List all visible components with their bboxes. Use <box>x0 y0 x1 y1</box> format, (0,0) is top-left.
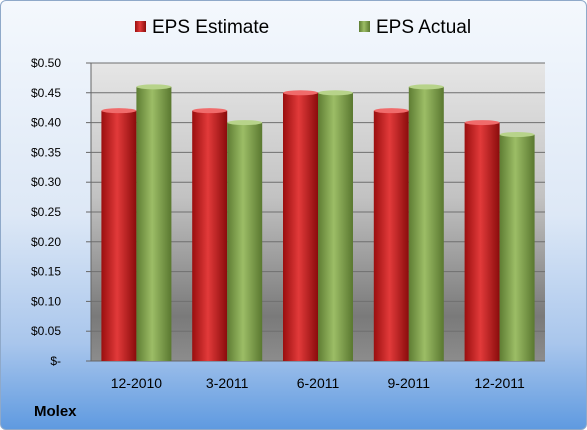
y-tick-label: $0.05 <box>31 324 61 338</box>
bar-cap <box>373 108 409 114</box>
company-name: Molex <box>34 403 77 420</box>
bar-cap <box>408 84 444 90</box>
legend-swatch <box>359 21 370 32</box>
x-tick-label: 12-2010 <box>111 375 163 391</box>
legend-label: EPS Actual <box>376 17 471 38</box>
bar-actual <box>318 92 353 362</box>
bar-estimate <box>192 110 228 362</box>
bar-estimate <box>283 92 318 362</box>
y-tick-label: $0.50 <box>31 56 61 70</box>
bar-actual <box>227 122 263 361</box>
y-tick-label: $0.10 <box>31 294 61 308</box>
y-tick-label: $0.25 <box>31 205 61 219</box>
bar-estimate <box>373 110 409 362</box>
bar-cap <box>136 84 172 90</box>
y-tick-label: $0.45 <box>31 86 61 100</box>
y-tick-label: $0.15 <box>31 265 61 279</box>
y-tick-label: $0.40 <box>31 116 61 130</box>
bar-cap <box>192 108 228 114</box>
y-tick-label: $0.20 <box>31 235 61 249</box>
bar-actual <box>136 86 172 361</box>
x-tick-label: 6-2011 <box>297 375 340 391</box>
x-tick-label: 12-2011 <box>474 375 525 391</box>
x-tick-label: 9-2011 <box>388 375 431 391</box>
legend-swatch <box>135 21 146 32</box>
y-tick-label: $0.30 <box>31 175 61 189</box>
bar-cap <box>101 108 137 114</box>
bar-actual <box>499 134 535 361</box>
bar-cap <box>318 90 353 96</box>
bar-actual <box>408 86 444 361</box>
legend-label: EPS Estimate <box>152 17 269 38</box>
bar-estimate <box>101 110 137 362</box>
bar-cap <box>464 120 500 126</box>
y-tick-label: $0.35 <box>31 145 61 159</box>
bar-cap <box>283 90 318 96</box>
bar-cap <box>499 132 535 138</box>
bar-cap <box>227 120 263 126</box>
x-tick-label: 3-2011 <box>206 375 249 391</box>
bar-estimate <box>464 122 500 361</box>
y-tick-label: $- <box>50 354 61 368</box>
